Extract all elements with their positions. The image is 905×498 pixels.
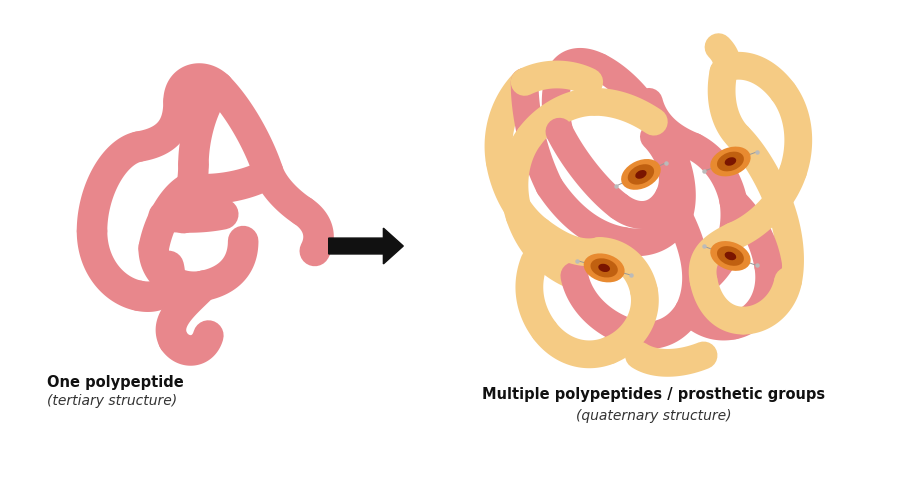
Ellipse shape — [590, 258, 618, 277]
Text: One polypeptide: One polypeptide — [47, 375, 184, 390]
Ellipse shape — [710, 146, 750, 176]
Ellipse shape — [717, 246, 744, 266]
Ellipse shape — [621, 159, 661, 190]
Ellipse shape — [717, 151, 744, 171]
Ellipse shape — [725, 251, 736, 260]
Ellipse shape — [628, 164, 654, 185]
Text: Multiple polypeptides / prosthetic groups: Multiple polypeptides / prosthetic group… — [482, 387, 825, 402]
Ellipse shape — [584, 253, 624, 282]
Ellipse shape — [710, 241, 750, 271]
FancyArrow shape — [329, 228, 404, 264]
Ellipse shape — [635, 170, 646, 179]
Text: (tertiary structure): (tertiary structure) — [47, 394, 177, 408]
Text: (quaternary structure): (quaternary structure) — [576, 409, 731, 423]
Ellipse shape — [725, 157, 736, 166]
Ellipse shape — [598, 264, 610, 272]
